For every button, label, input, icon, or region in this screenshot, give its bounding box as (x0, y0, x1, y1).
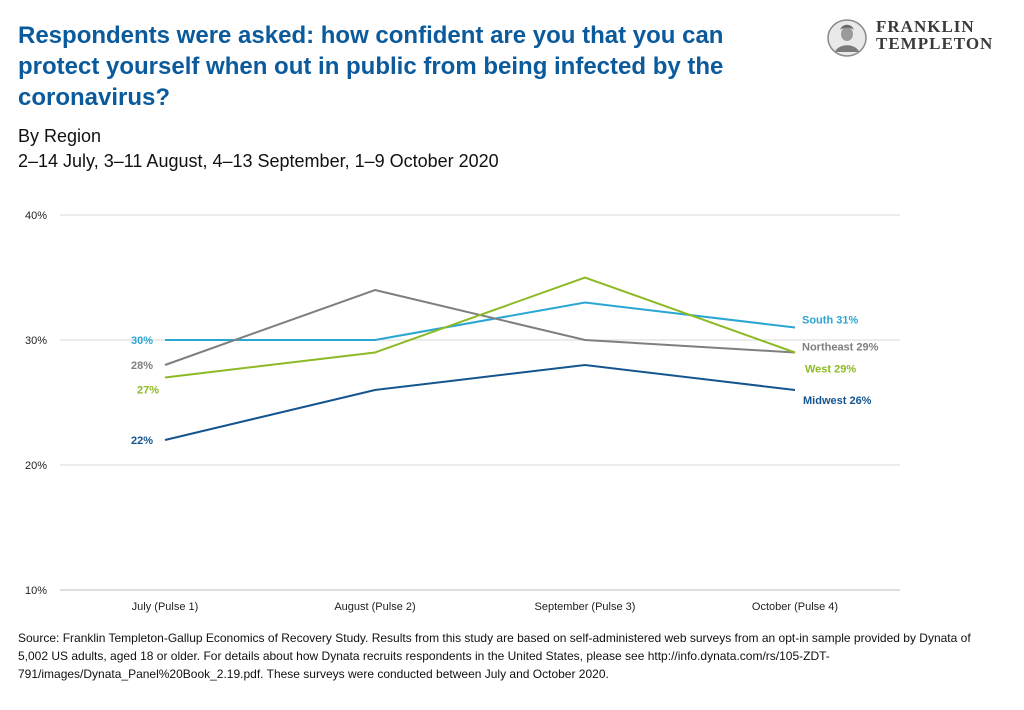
subtitle-line-1: By Region (18, 126, 102, 146)
data-label-start-northeast: 28% (131, 360, 153, 372)
logo-line-2: TEMPLETON (876, 34, 994, 53)
data-label-start-south: 30% (131, 335, 153, 347)
y-tick-label: 20% (25, 460, 47, 472)
series-line-south (165, 301, 796, 341)
portrait-icon (827, 19, 867, 57)
source-note: Source: Franklin Templeton-Gallup Econom… (18, 631, 971, 681)
x-tick-label: July (Pulse 1) (132, 601, 199, 613)
data-label-end-northeast: Northeast 29% (802, 342, 879, 354)
chart-subtitle: By Region 2–14 July, 3–11 August, 4–13 S… (18, 124, 499, 174)
x-tick-label: August (Pulse 2) (334, 601, 415, 613)
x-tick-label: September (Pulse 3) (535, 601, 636, 613)
subtitle-line-2: 2–14 July, 3–11 August, 4–13 September, … (18, 151, 499, 171)
data-label-end-west: West 29% (805, 364, 856, 376)
x-tick-label: October (Pulse 4) (752, 601, 838, 613)
y-tick-label: 40% (25, 210, 47, 222)
data-label-start-west: 27% (137, 385, 159, 397)
logo-line-1: FRANKLIN (876, 17, 975, 36)
y-tick-label: 30% (25, 335, 47, 347)
data-label-start-midwest: 22% (131, 435, 153, 447)
data-label-end-midwest: Midwest 26% (803, 395, 872, 407)
chart-title: Respondents were asked: how confident ar… (18, 22, 724, 111)
franklin-templeton-logo: FRANKLIN TEMPLETON (826, 18, 1011, 58)
data-label-end-south: South 31% (802, 315, 858, 327)
series-line-midwest (164, 363, 796, 441)
series-line-northeast (164, 288, 796, 366)
line-chart: 10% 20% 30% 40% July (Pulse 1) August (Pulse … (25, 210, 900, 613)
series-line-west (164, 276, 796, 379)
y-tick-label: 10% (25, 585, 47, 597)
